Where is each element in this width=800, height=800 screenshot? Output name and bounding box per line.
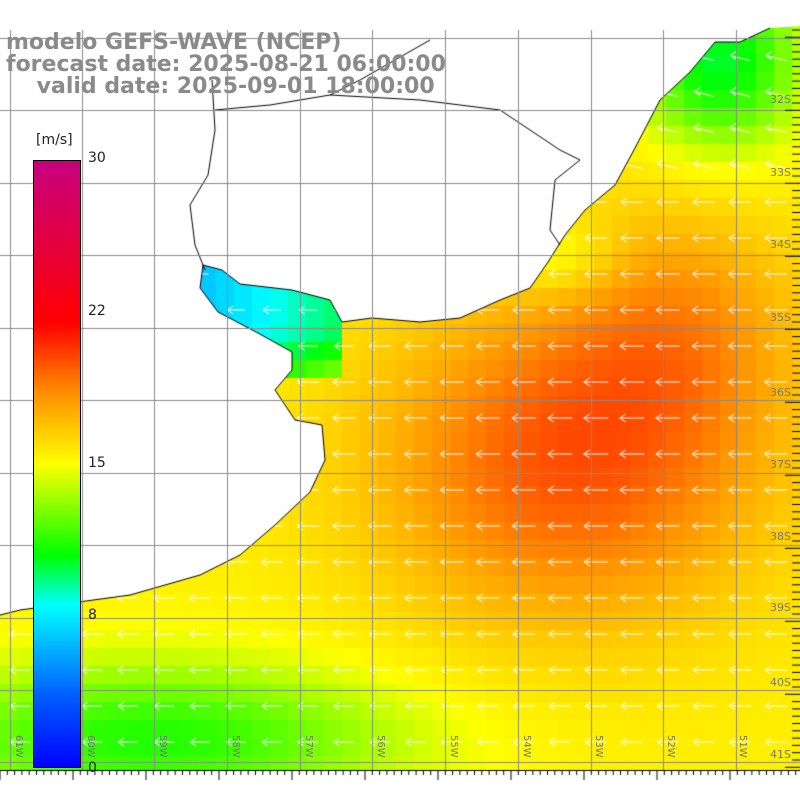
lat-label: 37S: [770, 458, 791, 471]
lat-label: 39S: [770, 601, 791, 614]
colorbar-tick: 0: [88, 760, 97, 776]
lon-label: 51W: [737, 735, 748, 758]
lon-label: 52W: [665, 735, 676, 758]
colorbar-tick: 22: [88, 303, 106, 319]
lon-label: 53W: [593, 735, 604, 758]
lat-label: 34S: [770, 238, 791, 251]
lat-label: 38S: [770, 530, 791, 543]
valid-date: valid date: 2025-09-01 18:00:00: [6, 74, 435, 99]
lat-label: 32S: [770, 93, 791, 106]
lon-label: 55W: [448, 735, 459, 758]
colorbar: [33, 160, 81, 768]
lon-label: 60W: [85, 735, 96, 758]
lat-label: 40S: [770, 676, 791, 689]
lon-label: 56W: [375, 735, 386, 758]
lon-label: 61W: [13, 735, 24, 758]
colorbar-tick: 30: [88, 150, 106, 166]
lon-label: 58W: [230, 735, 241, 758]
lat-label: 41S: [770, 748, 791, 761]
model-title: modelo GEFS-WAVE (NCEP): [6, 30, 342, 55]
colorbar-tick: 8: [88, 607, 97, 623]
lat-label: 36S: [770, 386, 791, 399]
lon-label: 59W: [157, 735, 168, 758]
lon-label: 57W: [303, 735, 314, 758]
colorbar-tick: 15: [88, 455, 106, 471]
lon-label: 54W: [521, 735, 532, 758]
lat-label: 33S: [770, 166, 791, 179]
forecast-date: forecast date: 2025-08-21 06:00:00: [6, 52, 446, 77]
colorbar-unit: [m/s]: [36, 132, 73, 148]
lat-label: 35S: [770, 311, 791, 324]
